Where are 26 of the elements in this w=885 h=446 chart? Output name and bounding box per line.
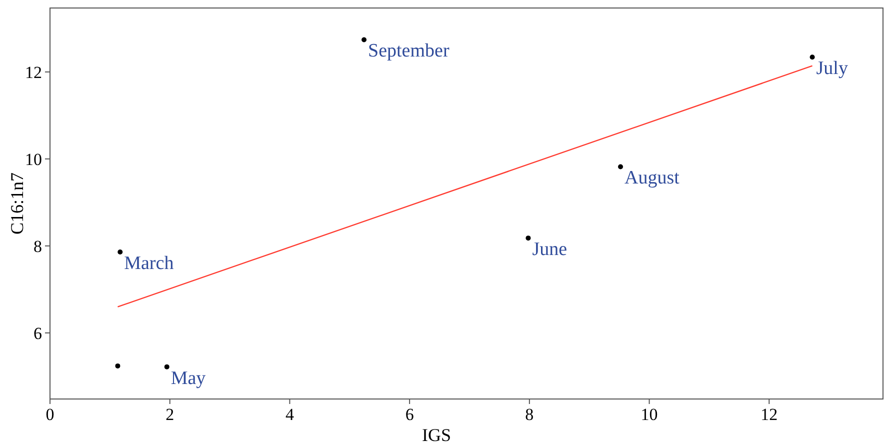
annotation: March [124, 252, 174, 274]
point [618, 164, 624, 170]
point [164, 364, 170, 370]
x-tick-label: 2 [166, 405, 174, 424]
x-tick-label: 4 [285, 405, 294, 424]
y-tick-label: 12 [25, 62, 42, 82]
x-tick-label: 10 [640, 405, 658, 424]
y-axis-title: C16:1n7 [7, 172, 27, 235]
x-tick-label: 0 [46, 405, 54, 424]
point [115, 363, 120, 368]
y-tick-label: 6 [34, 324, 42, 343]
point [526, 236, 531, 241]
x-tick-label: 6 [405, 405, 414, 424]
point [810, 54, 815, 60]
annotation: August [624, 168, 680, 189]
x-axis-title: IGS [422, 425, 452, 445]
annotation: July [816, 58, 848, 80]
y-tick-label: 8 [34, 236, 42, 256]
y-tick-label: 10 [25, 150, 42, 169]
annotation: May [170, 368, 206, 389]
annotation: September [368, 40, 450, 62]
x-tick-label: 8 [525, 405, 534, 424]
point [362, 37, 367, 42]
annotation: June [532, 239, 568, 260]
x-tick-label: 12 [760, 405, 778, 424]
point [118, 249, 123, 254]
